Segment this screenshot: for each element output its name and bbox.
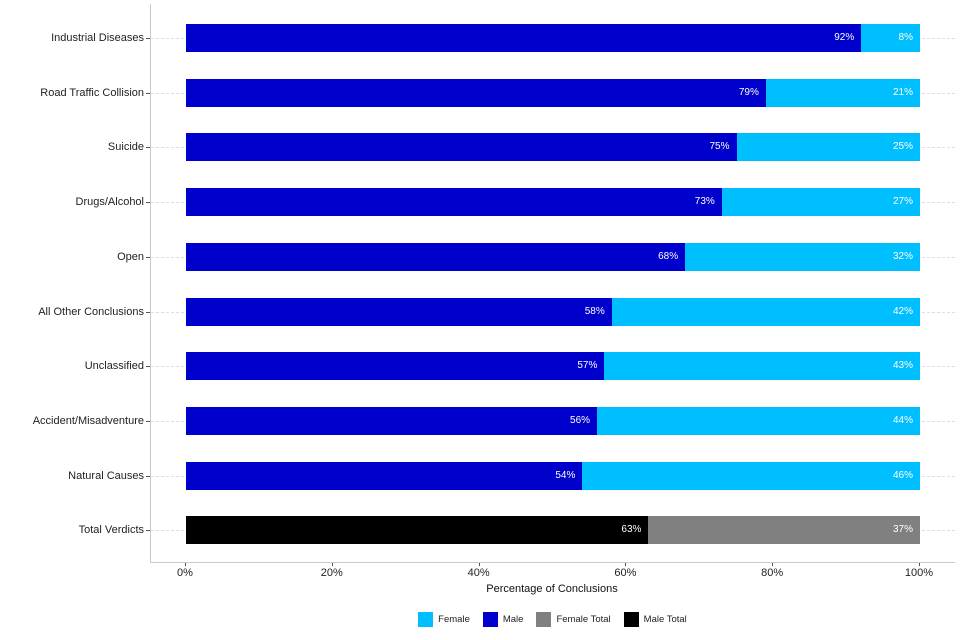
bar-value-label: 57% [577, 360, 598, 372]
bar-value-label: 68% [658, 250, 679, 262]
x-tick-label: 0% [177, 567, 193, 579]
bar-segment-male: 56% [186, 406, 598, 435]
bar-value-label: 54% [555, 469, 576, 481]
x-axis-tick [919, 563, 920, 566]
bar-row: 58% 42% [186, 297, 920, 326]
bar-segment-male: 79% [186, 78, 766, 107]
legend-item: Male [482, 611, 524, 627]
bar-segment-male-total: 63% [186, 516, 649, 545]
bar-row: 56% 44% [186, 406, 920, 435]
legend-swatch [623, 611, 639, 627]
bar-value-label: 21% [892, 86, 913, 98]
legend-swatch [536, 611, 552, 627]
bar-value-label: 73% [694, 196, 715, 208]
y-axis-label: Industrial Diseases [51, 32, 144, 44]
legend-item: Female [418, 611, 470, 627]
bar-value-label: 8% [898, 32, 913, 43]
y-axis-label: Road Traffic Collision [40, 86, 144, 99]
bar-segment-female: 42% [611, 297, 920, 326]
bar-segment-female: 27% [721, 188, 920, 217]
bar-value-label: 32% [892, 250, 913, 262]
bar-row: 63% 37% [186, 516, 920, 545]
y-axis-label: Total Verdicts [78, 524, 144, 537]
y-axis-label: Suicide [107, 141, 144, 154]
y-axis-tick [146, 475, 150, 477]
bar-row: 75% 25% [186, 133, 920, 162]
y-axis-tick [146, 311, 150, 313]
legend: Female Male Female Total Male Total [150, 609, 955, 629]
bar-row: 92% 8% [186, 24, 920, 52]
y-axis-label: All Other Conclusions [38, 305, 144, 318]
legend-item: Male Total [623, 611, 687, 627]
legend-label: Male Total [643, 613, 687, 625]
bar-row: 68% 32% [186, 242, 920, 271]
bar-value-label: 37% [892, 524, 913, 536]
bar-segment-female: 21% [765, 78, 920, 107]
bar-value-label: 46% [892, 469, 913, 481]
legend-swatch [418, 611, 434, 627]
bar-value-label: 25% [892, 141, 913, 153]
bar-segment-female: 8% [861, 24, 920, 52]
y-axis-tick [146, 92, 150, 94]
bar-row: 54% 46% [186, 461, 920, 490]
y-axis-tick [146, 147, 150, 149]
bar-segment-male: 68% [186, 242, 686, 271]
bar-segment-female: 25% [736, 133, 920, 162]
bar-row: 57% 43% [186, 352, 920, 381]
y-axis-label: Open [117, 250, 144, 263]
bar-value-label: 63% [621, 524, 642, 536]
bar-segment-male: 57% [186, 352, 605, 381]
bar-segment-female: 32% [685, 242, 920, 271]
bar-value-label: 42% [892, 305, 913, 317]
plot-panel: 92% 8% 79% 21% 75% 25% 73% 27% 68% 32% 58% 42% 57% 43… [150, 4, 955, 563]
bar-segment-female-total: 37% [648, 516, 920, 545]
bar-value-label: 27% [892, 196, 913, 208]
legend-label: Female [438, 613, 470, 625]
y-axis-tick [146, 366, 150, 368]
bar-segment-female: 44% [597, 406, 920, 435]
bar-value-label: 58% [584, 305, 605, 317]
y-axis-tick [146, 256, 150, 258]
bar-value-label: 75% [709, 141, 730, 153]
bar-row: 73% 27% [186, 188, 920, 217]
bar-value-label: 79% [738, 86, 759, 98]
y-axis-tick [146, 38, 150, 39]
y-axis-label: Drugs/Alcohol [75, 196, 144, 209]
bar-segment-male: 54% [186, 461, 583, 490]
bar-segment-male: 58% [186, 297, 612, 326]
x-axis-tick [331, 563, 333, 566]
bar-value-label: 56% [570, 414, 591, 426]
bar-segment-female: 43% [604, 352, 920, 381]
x-tick-label: 100% [904, 567, 934, 579]
x-tick-label: 80% [761, 567, 784, 579]
x-axis-tick [625, 563, 627, 566]
y-axis-tick [146, 530, 150, 532]
bar-row: 79% 21% [186, 78, 920, 107]
bar-segment-male: 73% [186, 188, 722, 217]
y-axis-tick [146, 420, 150, 422]
legend-item: Female Total [536, 611, 611, 627]
x-tick-label: 20% [320, 567, 343, 579]
bar-value-label: 44% [892, 414, 913, 426]
y-axis-label: Natural Causes [68, 469, 144, 482]
bar-segment-male: 75% [186, 133, 737, 162]
bar-segment-female: 46% [582, 461, 920, 490]
y-axis-label: Unclassified [84, 360, 144, 373]
y-axis-label: Accident/Misadventure [32, 414, 144, 427]
legend-swatch [482, 611, 498, 627]
bar-value-label: 92% [834, 32, 855, 43]
bar-value-label: 43% [892, 360, 913, 372]
bar-segment-male: 92% [186, 24, 862, 52]
x-tick-label: 60% [614, 567, 637, 579]
x-axis-tick [185, 563, 186, 566]
x-axis-title: Percentage of Conclusions [486, 583, 618, 595]
x-axis-tick [772, 563, 774, 566]
legend-label: Female Total [556, 613, 611, 625]
x-tick-label: 40% [467, 567, 490, 579]
x-axis-tick [478, 563, 480, 566]
y-axis-tick [146, 202, 150, 204]
legend-label: Male [502, 613, 524, 625]
